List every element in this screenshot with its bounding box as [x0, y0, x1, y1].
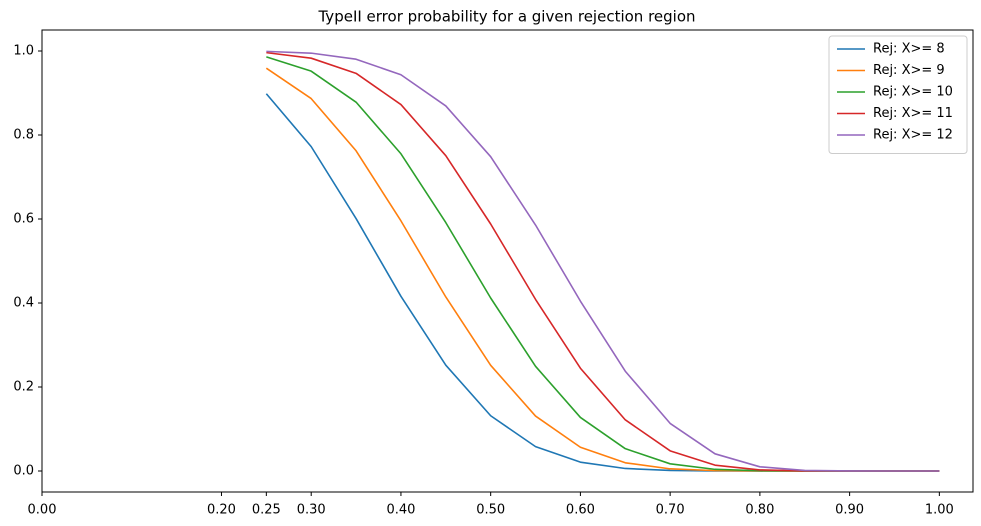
x-tick-label: 0.60 — [566, 503, 595, 518]
axes-frame — [41, 29, 974, 493]
legend-frame — [828, 35, 968, 154]
x-tick-label: 0.30 — [297, 503, 326, 518]
x-tick-label: 0.40 — [386, 503, 415, 518]
y-tick-label: 0.8 — [13, 128, 34, 143]
x-tick-label: 0.25 — [252, 503, 281, 518]
x-tick-label: 0.80 — [745, 503, 774, 518]
x-tick-label: 0.70 — [656, 503, 685, 518]
x-tick-label: 1.00 — [925, 503, 954, 518]
legend-label: Rej: X>= 11 — [873, 106, 953, 121]
y-tick-label: 0.0 — [13, 464, 34, 479]
legend-label: Rej: X>= 10 — [873, 85, 953, 100]
y-tick-label: 0.6 — [13, 212, 34, 227]
legend-label: Rej: X>= 12 — [873, 128, 953, 143]
chart-title: TypeII error probability for a given rej… — [317, 8, 695, 26]
x-tick-label: 0.90 — [835, 503, 864, 518]
legend-label: Rej: X>= 8 — [873, 42, 945, 57]
y-tick-label: 0.2 — [13, 380, 34, 395]
y-tick-label: 0.4 — [13, 296, 34, 311]
legend-label: Rej: X>= 9 — [873, 63, 945, 78]
line-series — [266, 50, 940, 472]
x-tick-label: 0.20 — [207, 503, 236, 518]
x-tick-label: 0.00 — [28, 503, 57, 518]
y-tick-label: 1.0 — [13, 44, 34, 59]
x-tick-label: 0.50 — [476, 503, 505, 518]
